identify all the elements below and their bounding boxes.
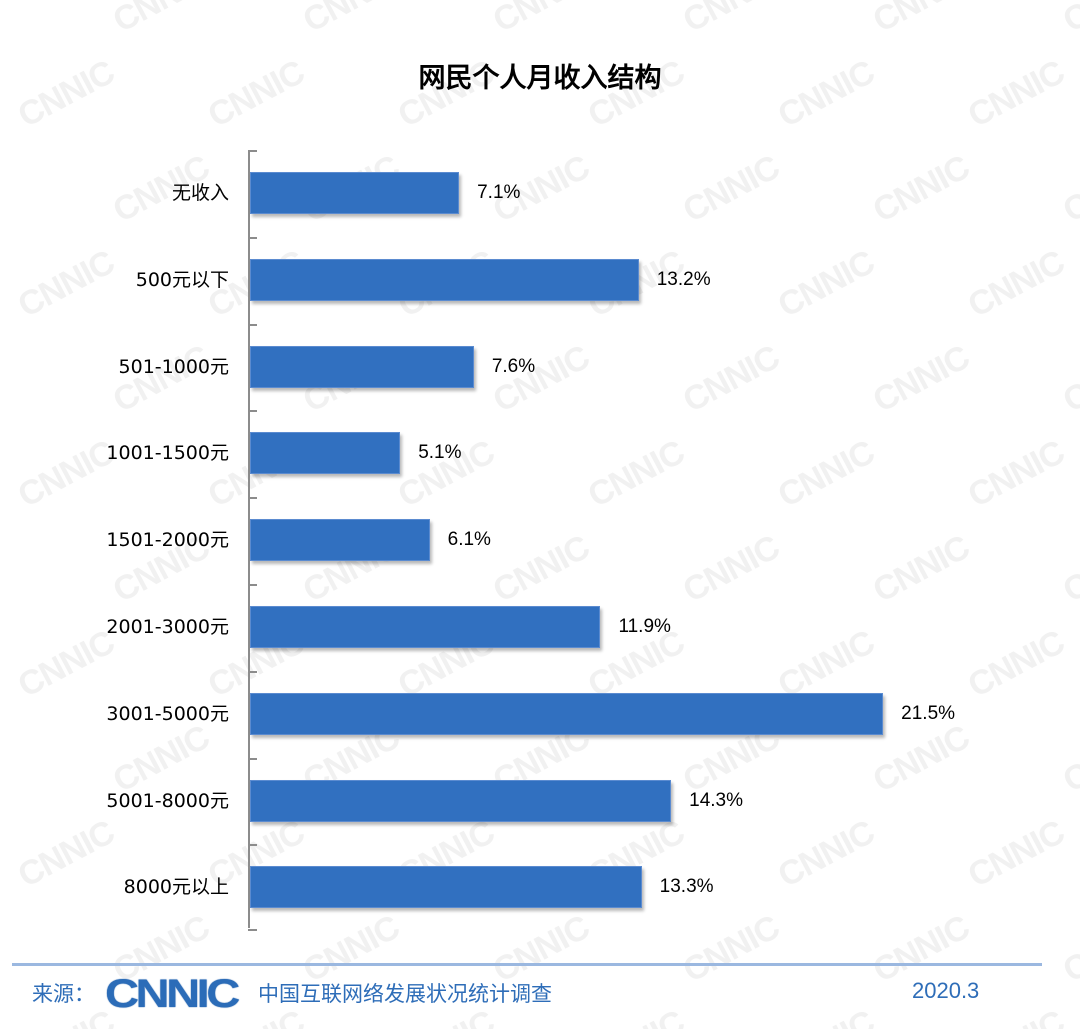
category-label: 1501-2000元 <box>106 529 229 552</box>
bar <box>250 692 884 735</box>
axis-tick <box>248 410 257 413</box>
bar <box>250 258 639 301</box>
bar-row: 无收入 7.1% <box>0 172 1080 214</box>
bar-row: 3001-5000元 21.5% <box>0 692 1080 735</box>
axis-tick <box>248 584 257 586</box>
watermark-text: CNNIC <box>107 0 216 41</box>
bar <box>250 606 601 648</box>
bar <box>250 345 474 388</box>
bar-row: 1001-1500元 5.1% <box>0 432 1080 475</box>
bar-row: 501-1000元 7.6% <box>0 345 1080 388</box>
bar-row: 5001-8000元 14.3% <box>0 779 1080 822</box>
value-label: 11.9% <box>618 616 671 637</box>
value-label: 5.1% <box>418 442 462 464</box>
watermark-text: CNNIC <box>1057 0 1080 41</box>
bar-row: 8000元以上 13.3% <box>0 866 1080 909</box>
bar <box>250 432 401 475</box>
category-axis <box>248 150 250 928</box>
bar <box>250 172 460 214</box>
axis-tick <box>248 150 257 152</box>
value-label: 6.1% <box>447 529 491 551</box>
axis-tick <box>248 323 257 326</box>
bar <box>250 866 642 909</box>
bar-row: 500元以下 13.2% <box>0 258 1080 301</box>
bar <box>250 779 672 822</box>
category-label: 8000元以上 <box>123 876 229 899</box>
category-label: 1001-1500元 <box>106 442 229 465</box>
bar-row: 1501-2000元 6.1% <box>0 519 1080 562</box>
value-label: 13.3% <box>659 876 714 898</box>
axis-tick <box>248 929 257 932</box>
watermark-text: CNNIC <box>297 0 406 41</box>
category-label: 无收入 <box>171 182 229 204</box>
footer-divider <box>12 963 1042 966</box>
axis-tick <box>248 844 257 847</box>
value-label: 21.5% <box>901 702 956 724</box>
report-date: 2020.3 <box>912 978 980 1003</box>
category-label: 2001-3000元 <box>106 616 229 638</box>
bar-row: 2001-3000元 11.9% <box>0 606 1080 648</box>
chart-title: 网民个人月收入结构 <box>418 63 662 94</box>
watermark-text: CNNIC <box>0 0 26 41</box>
value-label: 13.2% <box>656 268 711 290</box>
value-label: 14.3% <box>689 789 743 811</box>
value-label: 7.6% <box>491 355 536 377</box>
axis-tick <box>248 497 257 500</box>
survey-name: 中国互联网络发展状况统计调查 <box>258 982 552 1006</box>
axis-tick <box>248 670 257 673</box>
value-label: 7.1% <box>477 182 521 203</box>
cnnic-logo: CNNIC <box>105 972 240 1016</box>
source-label: 来源： <box>32 982 95 1006</box>
bar <box>250 519 430 562</box>
category-label: 501-1000元 <box>118 355 229 378</box>
footer: 来源： CNNIC 中国互联网络发展状况统计调查 2020.3 <box>0 972 1080 1016</box>
watermark-text: CNNIC <box>867 0 976 41</box>
category-label: 5001-8000元 <box>106 789 229 812</box>
axis-tick <box>248 236 257 239</box>
watermark-text: CNNIC <box>677 0 786 41</box>
axis-tick <box>248 757 257 760</box>
watermark-text: CNNIC <box>487 0 596 41</box>
category-label: 3001-5000元 <box>106 702 229 725</box>
category-label: 500元以下 <box>135 268 229 291</box>
